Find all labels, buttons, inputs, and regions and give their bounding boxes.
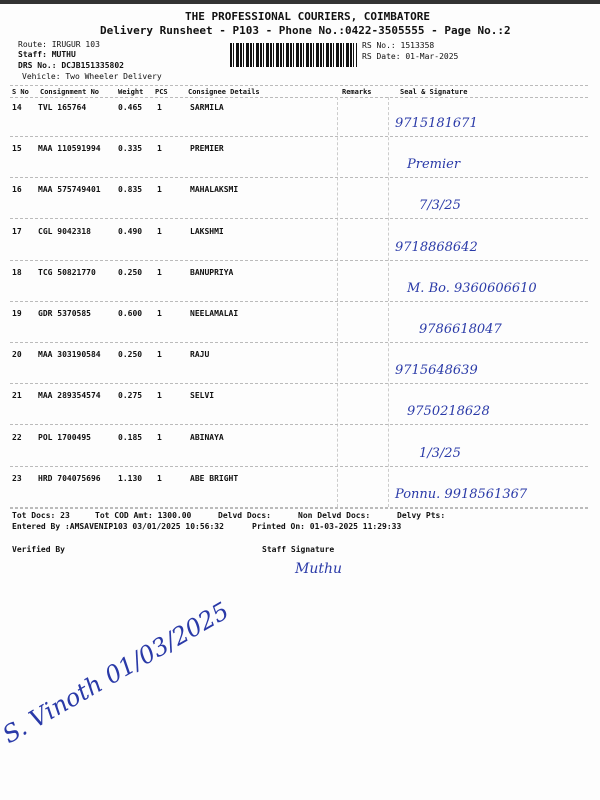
company-name: THE PROFESSIONAL COURIERS, COIMBATORE bbox=[185, 10, 431, 23]
delvy-pts: Delvy Pts: bbox=[397, 511, 446, 520]
cell-wt: 0.465 bbox=[118, 103, 143, 112]
verified-signature: S. Vinoth 01/03/2025 bbox=[0, 596, 234, 750]
cell-pcs: 1 bbox=[157, 226, 162, 236]
non-delvd-docs: Non Delvd Docs: bbox=[298, 511, 371, 520]
cell-name: LAKSHMI bbox=[190, 226, 224, 236]
cell-sno: 18 bbox=[12, 267, 22, 277]
cell-name: SELVI bbox=[190, 391, 215, 401]
col-remarks: Remarks bbox=[342, 88, 372, 96]
cell-name: BANUPRIYA bbox=[190, 267, 234, 277]
col-seal: Seal & Signature bbox=[400, 88, 468, 96]
cell-pcs: 1 bbox=[157, 144, 162, 154]
cell-wt: 0.600 bbox=[118, 309, 143, 318]
col-sno: S No bbox=[12, 88, 29, 96]
cell-cn: MAA 303190584 bbox=[38, 350, 101, 360]
cell-name: RAJU bbox=[190, 350, 210, 360]
row-divider bbox=[10, 383, 588, 385]
cell-sno: 22 bbox=[12, 432, 22, 442]
handwritten-signature: 9750218628 bbox=[407, 404, 490, 420]
vehicle: Vehicle: Two Wheeler Delivery bbox=[22, 72, 162, 81]
runsheet-title: Delivery Runsheet - P103 - Phone No.:042… bbox=[100, 24, 511, 37]
cell-pcs: 1 bbox=[157, 473, 162, 483]
rs-date: RS Date: 01-Mar-2025 bbox=[362, 52, 459, 61]
scan-edge bbox=[0, 0, 600, 4]
cell-wt: 0.275 bbox=[118, 391, 143, 401]
cell-sno: 14 bbox=[12, 103, 22, 112]
cell-pcs: 1 bbox=[157, 309, 162, 318]
row-divider bbox=[10, 506, 588, 508]
cell-sno: 16 bbox=[12, 185, 22, 195]
printed-on: Printed On: 01-03-2025 11:29:33 bbox=[252, 522, 402, 531]
cell-wt: 0.250 bbox=[118, 350, 143, 360]
cell-sno: 15 bbox=[12, 144, 22, 154]
cell-pcs: 1 bbox=[157, 103, 162, 112]
cell-name: PREMIER bbox=[190, 144, 224, 154]
cell-cn: MAA 575749401 bbox=[38, 185, 101, 195]
handwritten-signature: Ponnu. 9918561367 bbox=[395, 486, 528, 502]
barcode bbox=[230, 43, 357, 67]
cell-cn: TVL 165764 bbox=[38, 103, 87, 112]
staff: Staff: MUTHU bbox=[18, 50, 76, 59]
row-divider bbox=[10, 177, 588, 179]
drs-no: DRS No.: DCJB151335802 bbox=[18, 61, 124, 70]
row-divider bbox=[10, 465, 588, 467]
cell-wt: 0.250 bbox=[118, 267, 143, 277]
route: Route: IRUGUR 103 bbox=[18, 40, 100, 49]
cell-cn: GDR 5370585 bbox=[38, 309, 91, 318]
cell-wt: 0.185 bbox=[118, 432, 143, 442]
handwritten-signature: Premier bbox=[407, 157, 461, 173]
cell-cn: MAA 289354574 bbox=[38, 391, 101, 401]
handwritten-signature: 1/3/25 bbox=[419, 445, 461, 461]
tot-docs: Tot Docs: 23 bbox=[12, 511, 70, 520]
handwritten-signature: 9718868642 bbox=[395, 239, 478, 255]
entered-by: Entered By :AMSAVENIP103 03/01/2025 10:5… bbox=[12, 522, 224, 531]
col-consignee: Consignee Details bbox=[188, 88, 260, 96]
cell-wt: 0.490 bbox=[118, 226, 143, 236]
row-divider bbox=[10, 218, 588, 220]
cell-sno: 19 bbox=[12, 309, 22, 318]
cell-cn: POL 1700495 bbox=[38, 432, 91, 442]
cell-cn: CGL 9042318 bbox=[38, 226, 91, 236]
col-weight: Weight bbox=[118, 88, 144, 96]
verified-by: Verified By bbox=[12, 545, 65, 554]
cell-sno: 20 bbox=[12, 350, 22, 360]
col-pcs: PCS bbox=[155, 88, 168, 96]
cell-pcs: 1 bbox=[157, 185, 162, 195]
handwritten-signature: 9715648639 bbox=[395, 363, 478, 379]
staff-signature: Muthu bbox=[295, 561, 343, 577]
cell-pcs: 1 bbox=[157, 432, 162, 442]
col-consignment: Consignment No bbox=[40, 88, 100, 96]
cell-pcs: 1 bbox=[157, 267, 162, 277]
cell-sno: 21 bbox=[12, 391, 22, 401]
cell-name: ABINAYA bbox=[190, 432, 224, 442]
row-divider bbox=[10, 300, 588, 302]
cell-cn: TCG 50821770 bbox=[38, 267, 96, 277]
row-divider bbox=[10, 259, 588, 261]
cell-name: NEELAMALAI bbox=[190, 309, 239, 318]
cell-cn: MAA 110591994 bbox=[38, 144, 101, 154]
handwritten-signature: 9786618047 bbox=[419, 322, 502, 337]
cell-pcs: 1 bbox=[157, 391, 162, 401]
cell-wt: 0.335 bbox=[118, 144, 143, 154]
cell-name: MAHALAKSMI bbox=[190, 185, 239, 195]
cell-wt: 1.130 bbox=[118, 473, 143, 483]
cell-pcs: 1 bbox=[157, 350, 162, 360]
delvd-docs: Delvd Docs: bbox=[218, 511, 271, 520]
handwritten-signature: 7/3/25 bbox=[419, 198, 461, 214]
row-divider bbox=[10, 136, 588, 137]
cell-sno: 17 bbox=[12, 226, 22, 236]
row-divider bbox=[10, 342, 588, 343]
cell-sno: 23 bbox=[12, 473, 22, 483]
rs-no: RS No.: 1513358 bbox=[362, 41, 435, 50]
cell-name: ABE BRIGHT bbox=[190, 473, 239, 483]
tot-cod: Tot COD Amt: 1300.00 bbox=[95, 511, 192, 520]
handwritten-signature: 9715181671 bbox=[395, 116, 478, 131]
cell-wt: 0.835 bbox=[118, 185, 143, 195]
cell-name: SARMILA bbox=[190, 103, 224, 112]
handwritten-signature: M. Bo. 9360606610 bbox=[407, 280, 537, 296]
cell-cn: HRD 704075696 bbox=[38, 473, 101, 483]
staff-signature-label: Staff Signature bbox=[262, 545, 335, 554]
row-divider bbox=[10, 424, 588, 426]
